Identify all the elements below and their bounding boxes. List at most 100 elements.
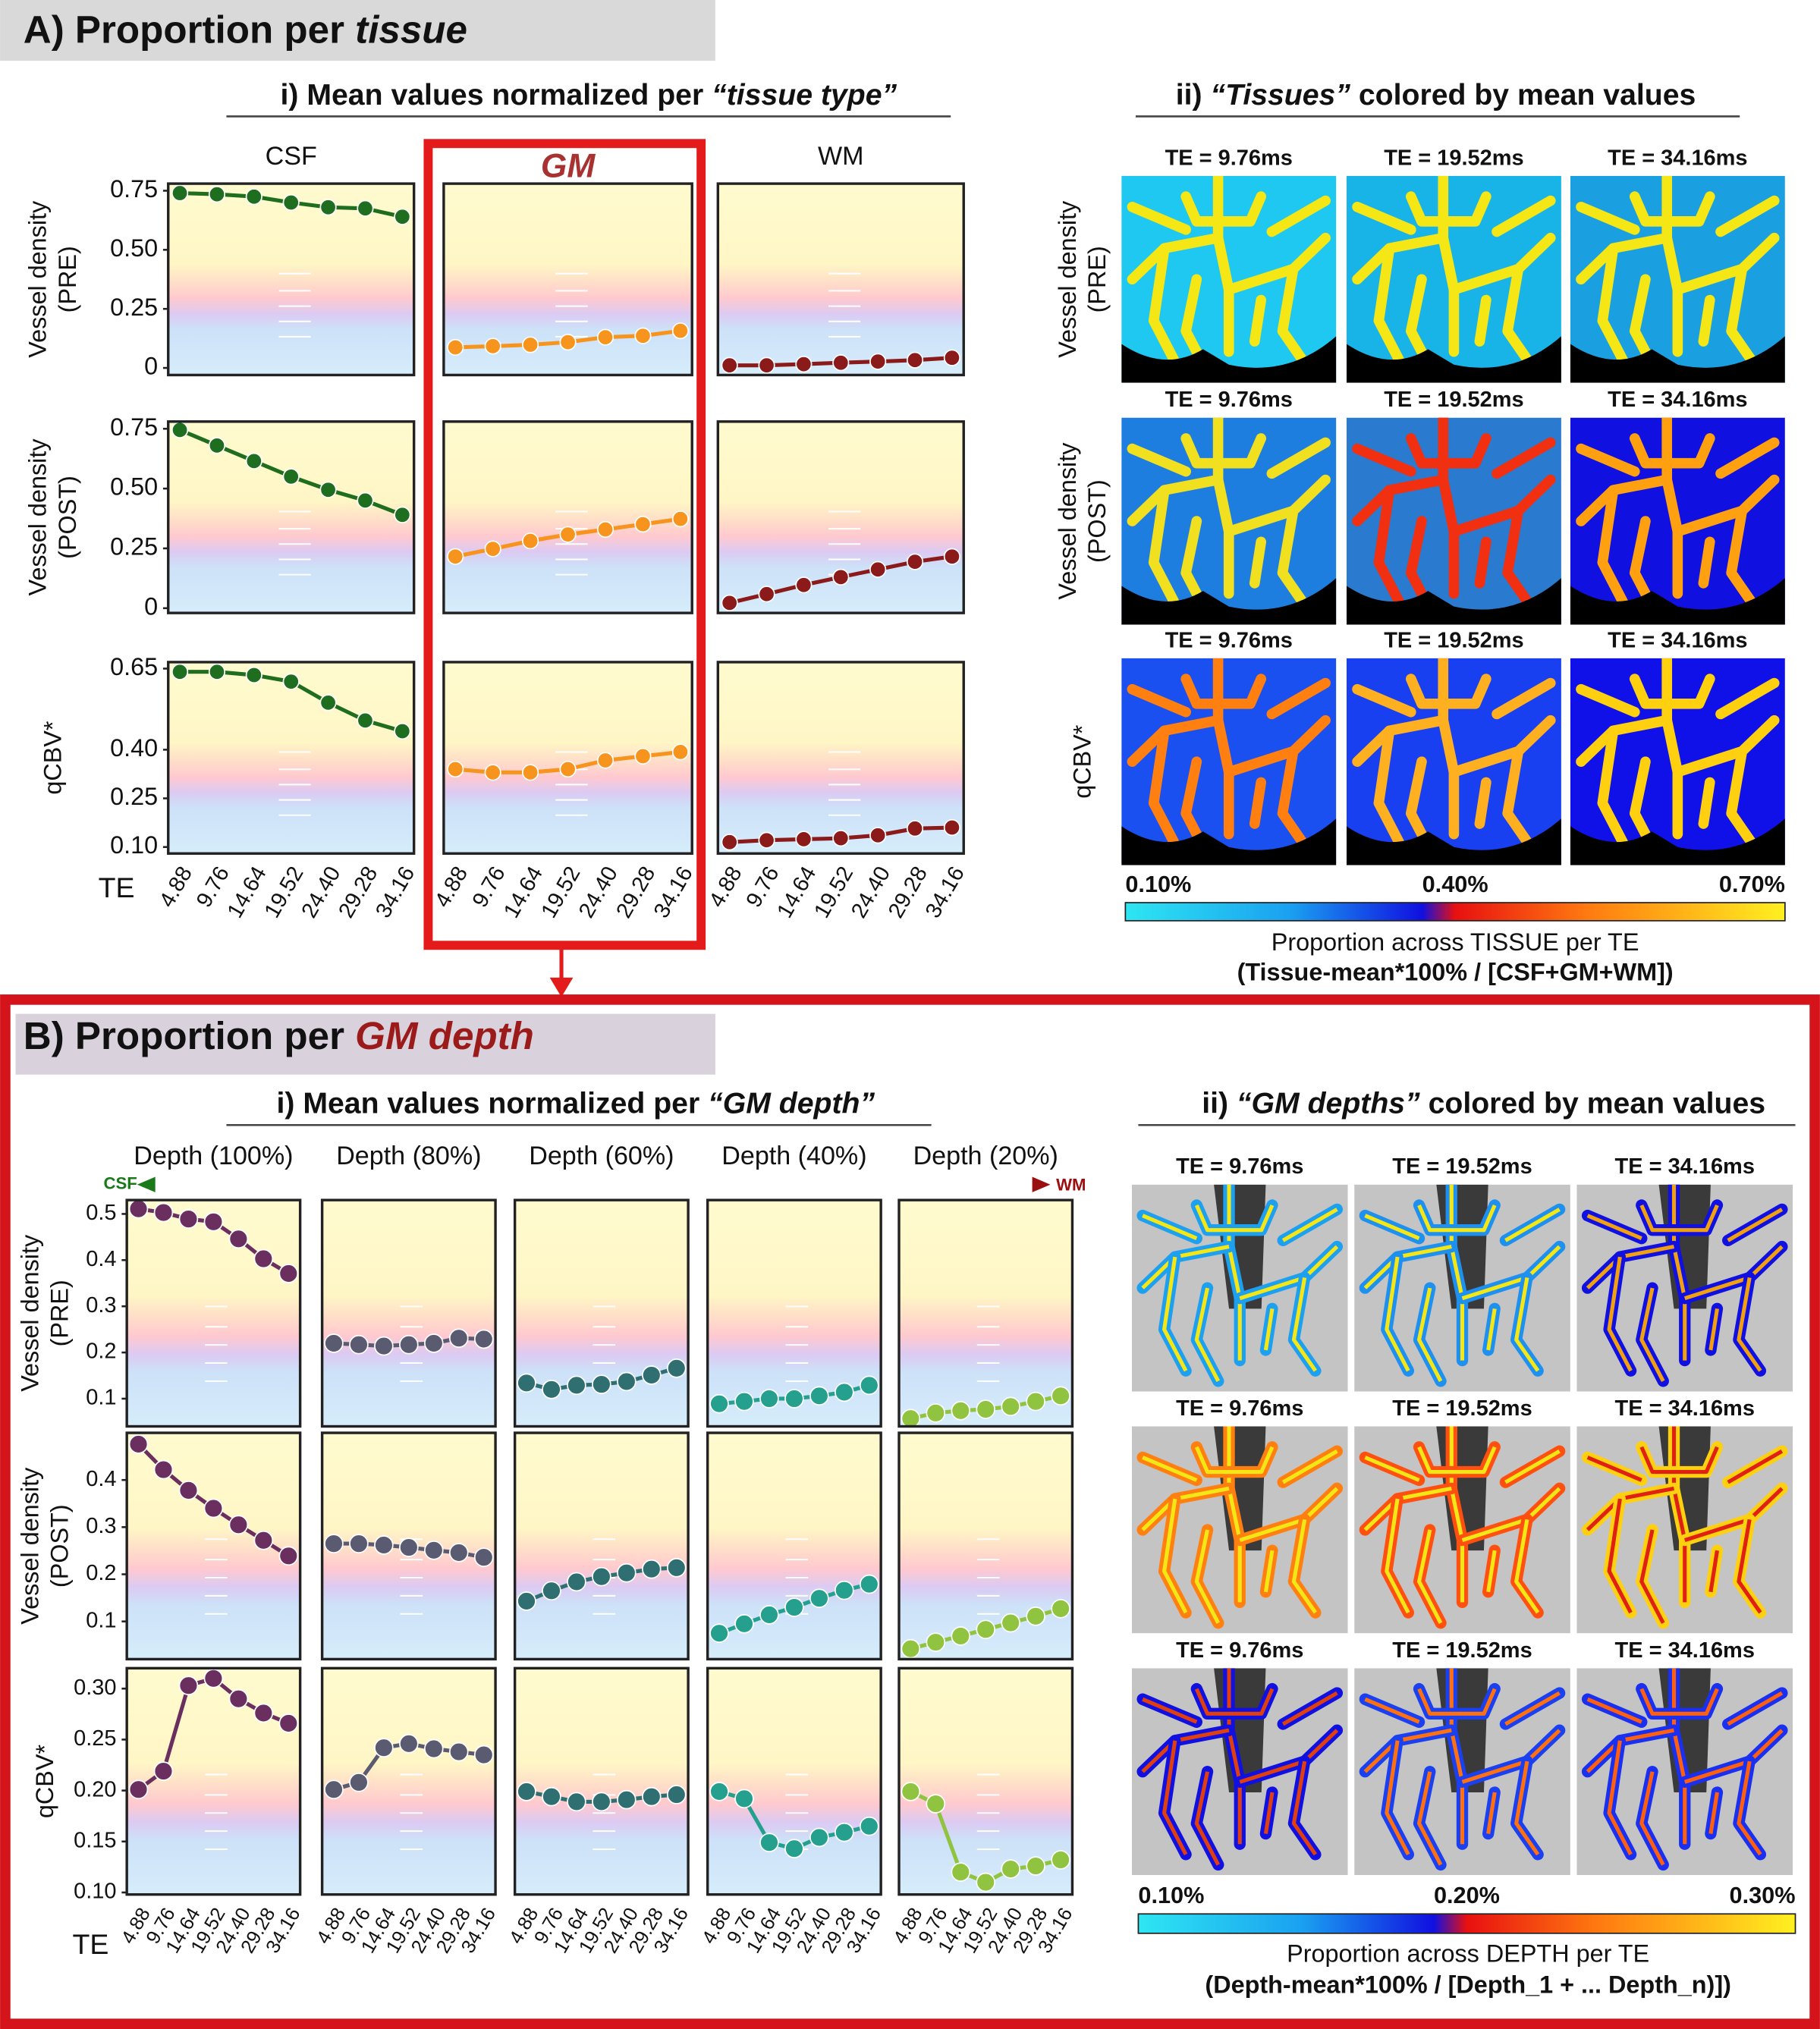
data-point [522,336,539,353]
plot-frame [125,1431,302,1661]
data-point [642,1559,662,1579]
brain-structure [1474,294,1492,347]
brain-structure [1737,1760,1762,1856]
brain-structure [1698,777,1715,829]
data-point [542,1581,561,1601]
heading-bar [15,1013,715,1075]
plot-frame [167,182,416,377]
brain-structure [1726,746,1759,850]
data-point [734,1391,754,1412]
brain-structure [1127,683,1191,718]
plot-background [168,661,414,854]
brain-structure [1142,1456,1198,1482]
brain-structure [1737,1277,1762,1372]
brain-structure [1629,433,1715,469]
brain-structure [1607,1256,1633,1372]
data-point [795,831,813,848]
y-axis-label: Vessel density [16,1234,43,1392]
plot-frame [897,1198,1074,1428]
data-point [1026,1607,1045,1626]
te-label: TE = 19.52ms [1392,1396,1532,1421]
brain-map [1570,417,1785,625]
brain-structure [1212,175,1234,357]
brain-mask [1121,818,1337,865]
plot-background [899,1200,1073,1427]
data-point [228,1688,249,1709]
brain-structure [1212,417,1234,599]
brain-mask [1121,336,1337,383]
data-point [203,1498,224,1519]
brain-structure [1639,1771,1665,1866]
brain-structure [1277,746,1309,850]
brain-map [1576,1426,1793,1634]
y-tick-label: 0.1 [86,1608,116,1632]
data-point [394,506,411,523]
brain-structure [1266,677,1331,720]
brain-structure [1726,263,1759,368]
data-point [634,516,652,533]
data-point [171,421,189,438]
plot-frame [513,1666,690,1896]
brain-structure [1127,201,1191,235]
brain-structure [1416,1771,1443,1866]
data-point [153,1761,174,1781]
te-label: TE = 34.16ms [1615,1154,1755,1179]
brain-structure [1586,1697,1642,1724]
data-point [832,354,850,372]
brain-structure [1639,1287,1665,1383]
data-point [671,510,689,528]
data-point [357,492,374,509]
brain-structure [1492,195,1556,237]
x-tick-label: 19.52 [537,862,586,922]
data-point [253,1703,274,1723]
plot-frame [897,1431,1074,1661]
brain-structure [1364,1697,1420,1724]
brain-structure [1474,536,1492,589]
y-tick-label: 0.25 [74,1726,116,1751]
te-label: TE = 9.76ms [1165,146,1293,170]
brain-structure [1266,195,1331,237]
brain-map [1346,175,1561,383]
brain-structure [1291,1277,1318,1372]
data-point [869,827,887,844]
brain-structure [1162,1498,1188,1614]
data-point [357,199,374,217]
brain-structure [1373,725,1406,850]
data-point [832,568,850,586]
y-axis-label: (POST) [54,476,81,559]
colorbar-tick-label: 0.40% [1422,871,1488,897]
brain-structure [1504,1208,1561,1242]
data-point [278,1546,299,1566]
x-axis-label: TE [72,1928,108,1960]
data-point [484,540,501,558]
brain-structure [1737,1519,1762,1614]
brain-map [1131,1668,1348,1876]
colorbar-caption: Proportion across TISSUE per TE [1271,928,1639,956]
brain-structure [1639,1529,1665,1624]
data-point [1001,1396,1020,1417]
data-point [809,1588,829,1608]
subtitle-part: ii) [1176,79,1211,112]
brain-structure [1352,683,1416,718]
brain-structure [1514,1760,1540,1856]
brain-structure [1474,777,1492,829]
brain-structure [1708,1792,1719,1834]
data-point [542,1786,561,1807]
brain-mask [1570,336,1785,383]
brain-structure [1586,1214,1642,1240]
data-point [374,1535,394,1555]
data-point [324,1534,344,1553]
brain-structure [1352,201,1416,235]
subtitle-part: i) Mean values normalized per [281,79,712,112]
data-point [567,1375,586,1396]
row-label: Vessel density [1054,200,1081,358]
y-axis-label: Vessel density [16,1467,43,1625]
brain-structure [1586,1456,1642,1482]
brain-structure [1698,294,1715,347]
brain-structure [1277,505,1309,610]
data-point [596,520,615,539]
plot-frame [513,1431,690,1661]
data-point [809,1827,829,1848]
y-tick-label: 0.25 [110,533,158,561]
